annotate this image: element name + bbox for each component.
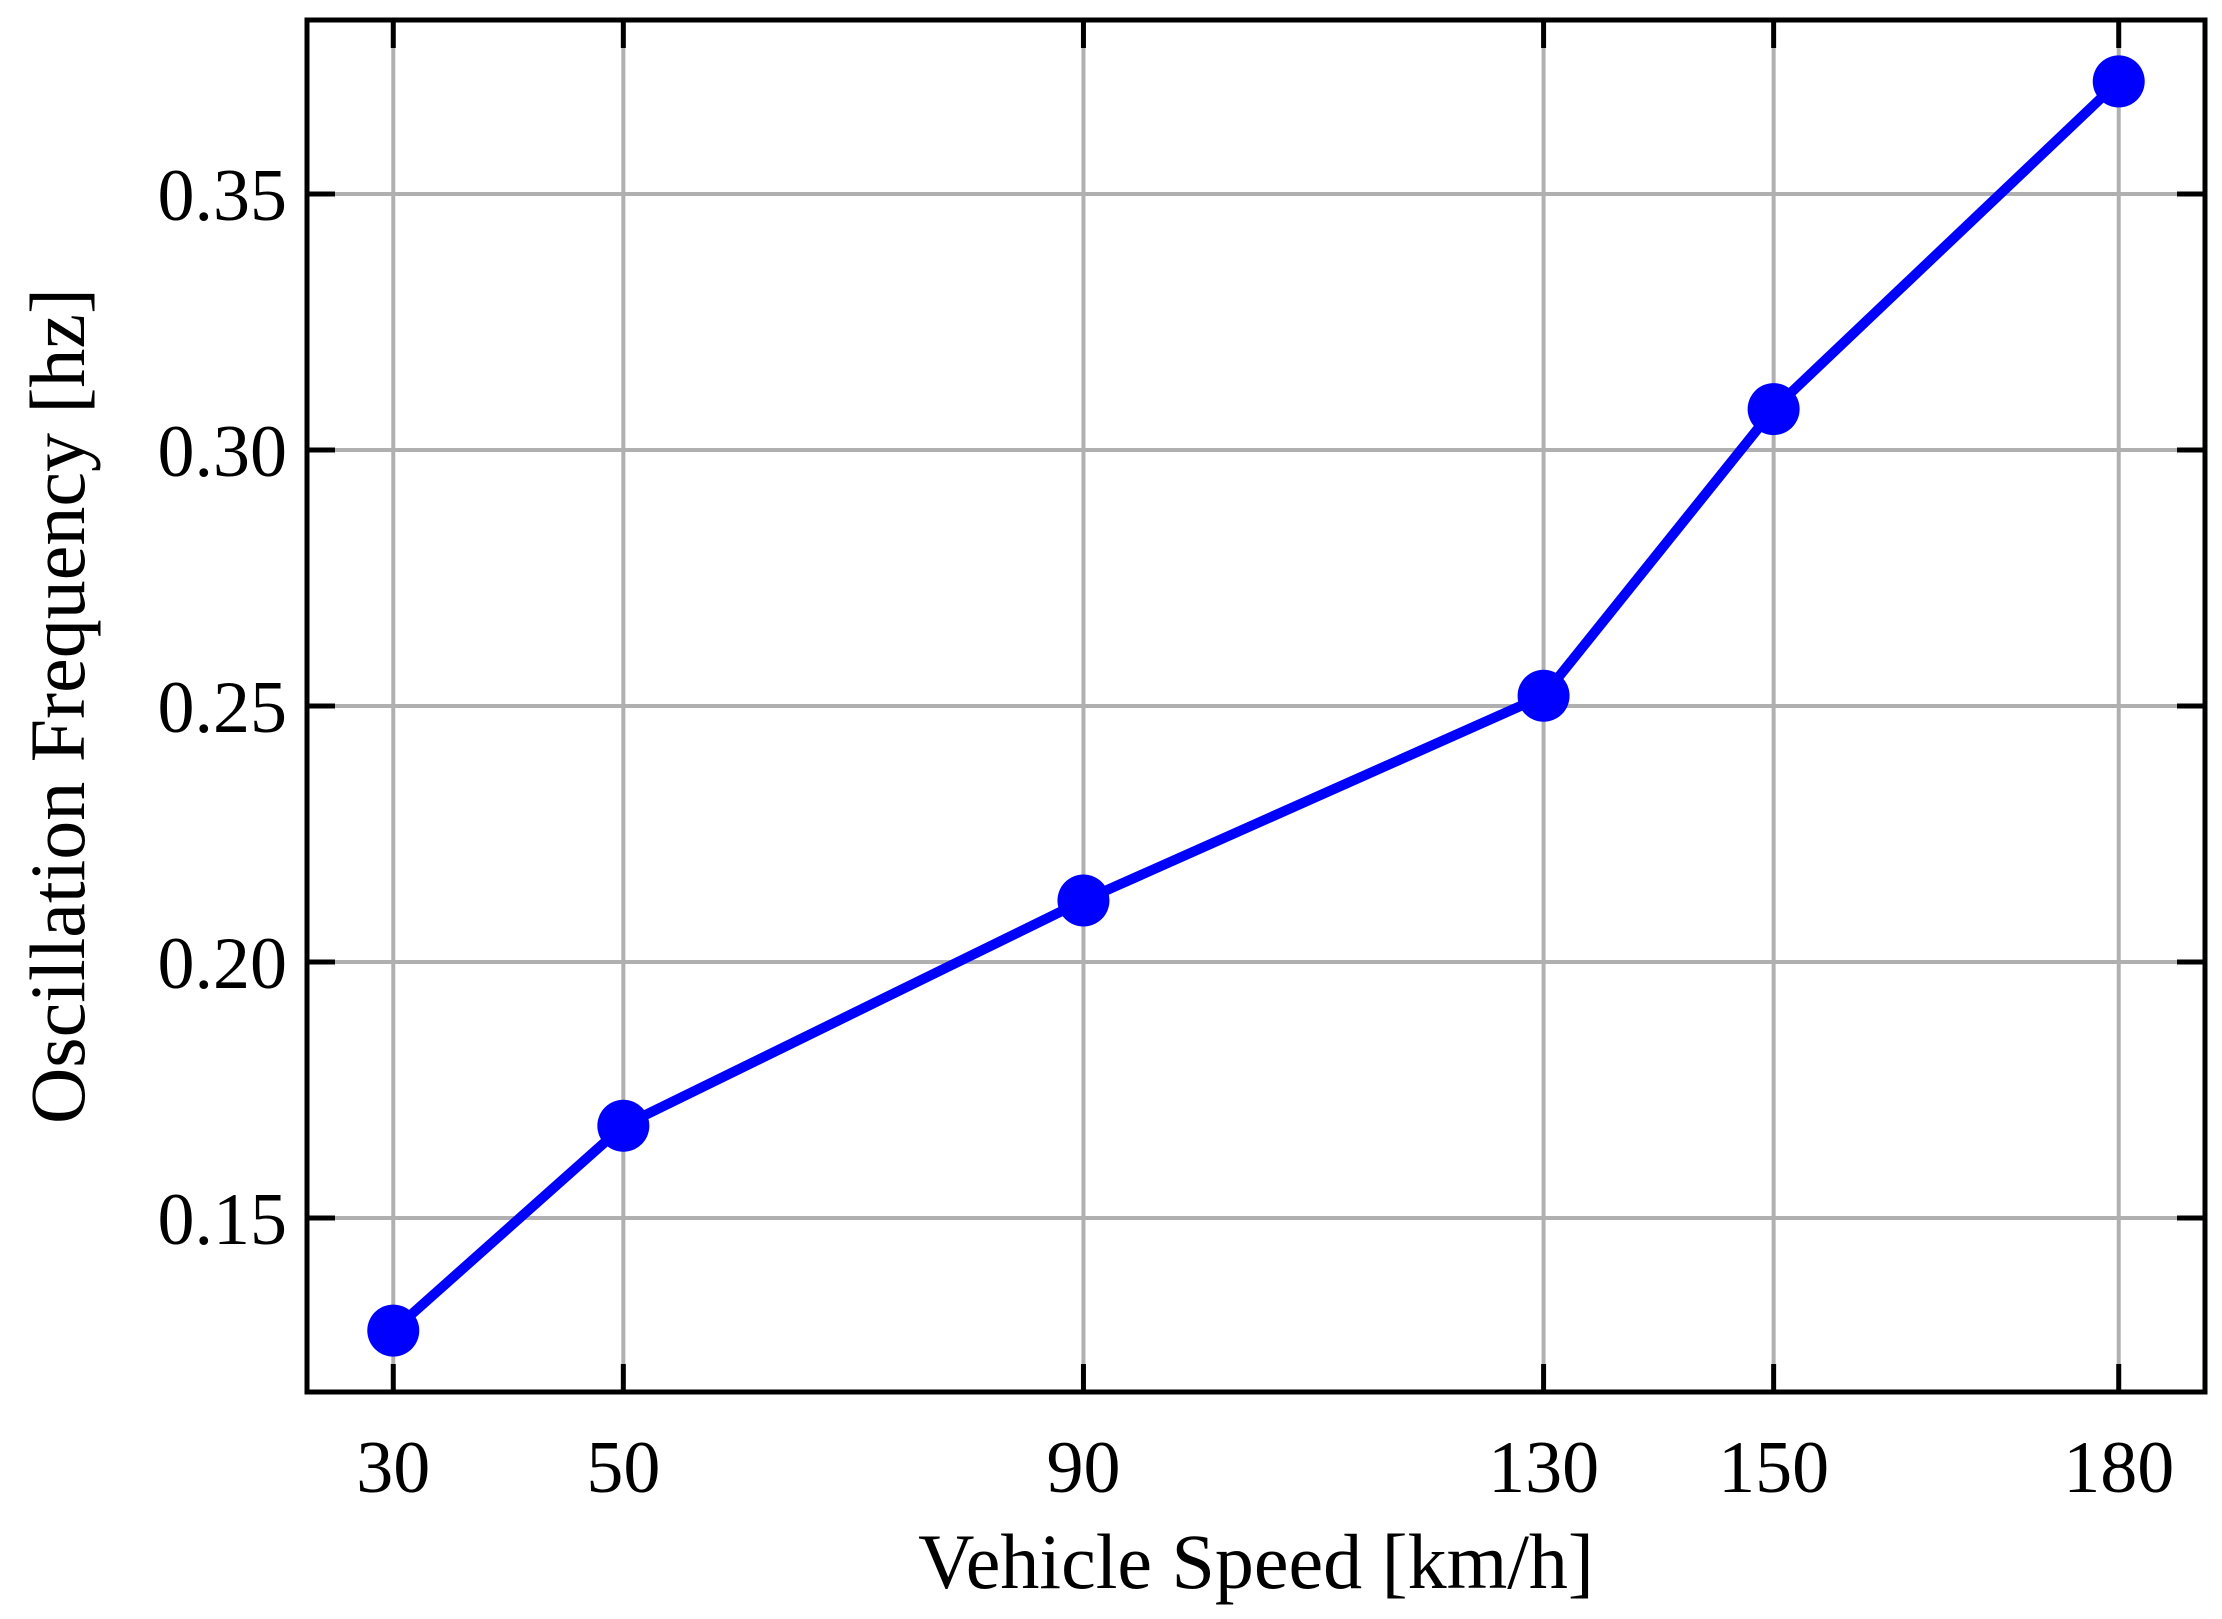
plot-frame — [304, 17, 2208, 1395]
y-axis-title: Oscillation Frequency [hz] — [14, 288, 101, 1124]
y-tick-label: 0.15 — [158, 1179, 288, 1261]
y-tick-label: 0.25 — [158, 667, 288, 749]
grid — [307, 20, 2205, 1392]
y-tick-label: 0.30 — [158, 411, 288, 493]
data-point — [1517, 669, 1570, 722]
data-series — [367, 55, 2145, 1357]
data-point — [2092, 55, 2145, 108]
x-tick-label: 180 — [2063, 1427, 2174, 1509]
y-tick-label: 0.20 — [158, 923, 288, 1005]
data-point — [597, 1099, 650, 1152]
y-tick-label: 0.35 — [158, 155, 288, 237]
y-tick-labels: 0.15 0.20 0.25 0.30 0.35 — [158, 155, 288, 1261]
tick-marks — [307, 20, 2205, 1392]
x-tick-label: 50 — [586, 1427, 660, 1509]
x-tick-label: 130 — [1488, 1427, 1599, 1509]
data-point — [1747, 383, 1800, 436]
x-axis-title: Vehicle Speed [km/h] — [918, 1518, 1594, 1605]
x-tick-labels: 30 50 90 130 150 180 — [356, 1427, 2174, 1509]
x-tick-label: 150 — [1718, 1427, 1829, 1509]
data-point — [1057, 874, 1110, 927]
x-tick-label: 30 — [356, 1427, 430, 1509]
data-point — [367, 1304, 420, 1357]
series-line — [389, 77, 2123, 1335]
x-tick-label: 90 — [1046, 1427, 1120, 1509]
